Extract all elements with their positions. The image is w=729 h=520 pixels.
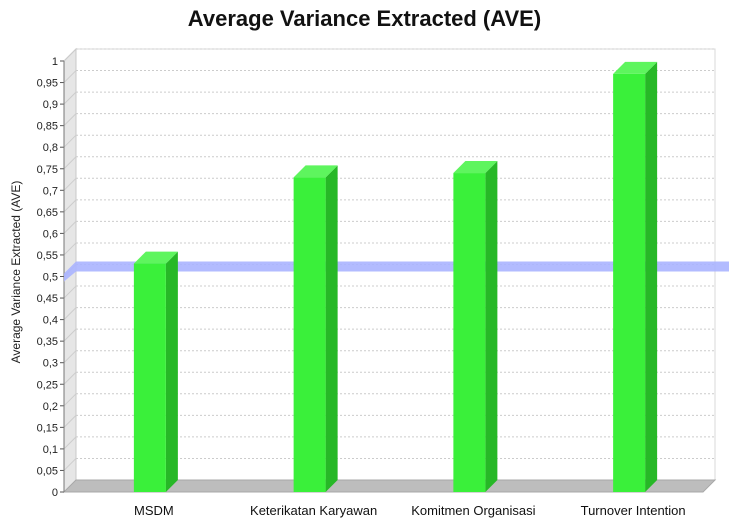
gridline-side	[63, 199, 77, 213]
gridline-side	[63, 221, 77, 234]
threshold-line	[64, 261, 729, 282]
bar	[133, 251, 178, 492]
gridline-side	[63, 242, 77, 256]
y-tick-label: 0,7	[43, 185, 58, 197]
bar-top	[293, 165, 338, 178]
gridline-side	[63, 371, 77, 385]
gridline-side	[63, 70, 77, 83]
y-tick-label: 0,15	[37, 422, 58, 434]
y-tick-label: 0,75	[37, 164, 58, 176]
gridline-side	[63, 436, 77, 450]
y-tick-label: 1	[52, 56, 58, 68]
y-tick-label: 0,45	[37, 293, 58, 305]
bar-side	[485, 161, 498, 492]
y-tick-label: 0,65	[37, 207, 58, 219]
gridline-side	[63, 91, 77, 105]
y-tick-label: 0,55	[37, 250, 58, 262]
x-category-label: Komitmen Organisasi	[411, 503, 535, 518]
y-tick-label: 0,4	[43, 315, 58, 327]
bar	[453, 161, 498, 492]
y-tick-label: 0,95	[37, 78, 58, 90]
y-axis-label: Average Variance Extracted (AVE)	[9, 181, 23, 364]
chart-title: Average Variance Extracted (AVE)	[187, 6, 542, 31]
plot-floor	[62, 479, 717, 493]
y-tick-label: 0,9	[43, 99, 58, 111]
y-tick-label: 0,2	[43, 401, 58, 413]
bar-side	[645, 61, 658, 493]
y-tick-label: 0	[52, 487, 58, 499]
gridline-side	[63, 414, 77, 428]
gridline-side	[63, 48, 77, 62]
gridline-side	[63, 285, 77, 299]
gridline-side	[63, 156, 77, 170]
bar-front	[453, 173, 486, 492]
gridline-side	[63, 350, 77, 364]
x-category-label: Turnover Intention	[581, 503, 686, 518]
bars	[133, 61, 658, 493]
y-axis: 0 0,05 0,1 0,15 0,2 0,25 0,3 0,35 0,4 0,45 0,5 0,55…	[37, 56, 65, 499]
bar-front	[133, 263, 166, 492]
gridline-side	[63, 113, 77, 127]
y-tick-label: 0,8	[43, 142, 58, 154]
y-tick-label: 0,05	[37, 465, 58, 477]
category-labels: MSDM Keterikatan Karyawan Komitmen Organis…	[134, 503, 686, 518]
gridline-side	[63, 393, 77, 407]
bar-side	[165, 251, 178, 492]
y-tick-label: 0,35	[37, 336, 58, 348]
x-category-label: Keterikatan Karyawan	[250, 503, 377, 518]
bar	[293, 165, 338, 492]
x-category-label: MSDM	[134, 503, 174, 518]
bar-top	[133, 251, 178, 264]
gridline-side	[63, 328, 77, 342]
y-tick-label: 0,25	[37, 379, 58, 391]
y-tick-label: 0,5	[43, 272, 58, 284]
gridline-side	[63, 307, 77, 320]
y-tick-label: 0,6	[43, 228, 58, 240]
bar	[613, 61, 658, 493]
y-tick-label: 0,85	[37, 121, 58, 133]
gridline-side	[63, 177, 77, 191]
bar-front	[613, 73, 646, 493]
gridline-side	[63, 458, 77, 471]
y-tick-label: 0,1	[43, 444, 58, 456]
bar-side	[325, 165, 338, 492]
threshold-band	[64, 261, 729, 282]
bar-front	[293, 177, 326, 492]
bar-top	[613, 61, 658, 74]
gridline-side	[63, 134, 77, 148]
bar-top	[453, 161, 498, 174]
y-tick-label: 0,3	[43, 358, 58, 370]
